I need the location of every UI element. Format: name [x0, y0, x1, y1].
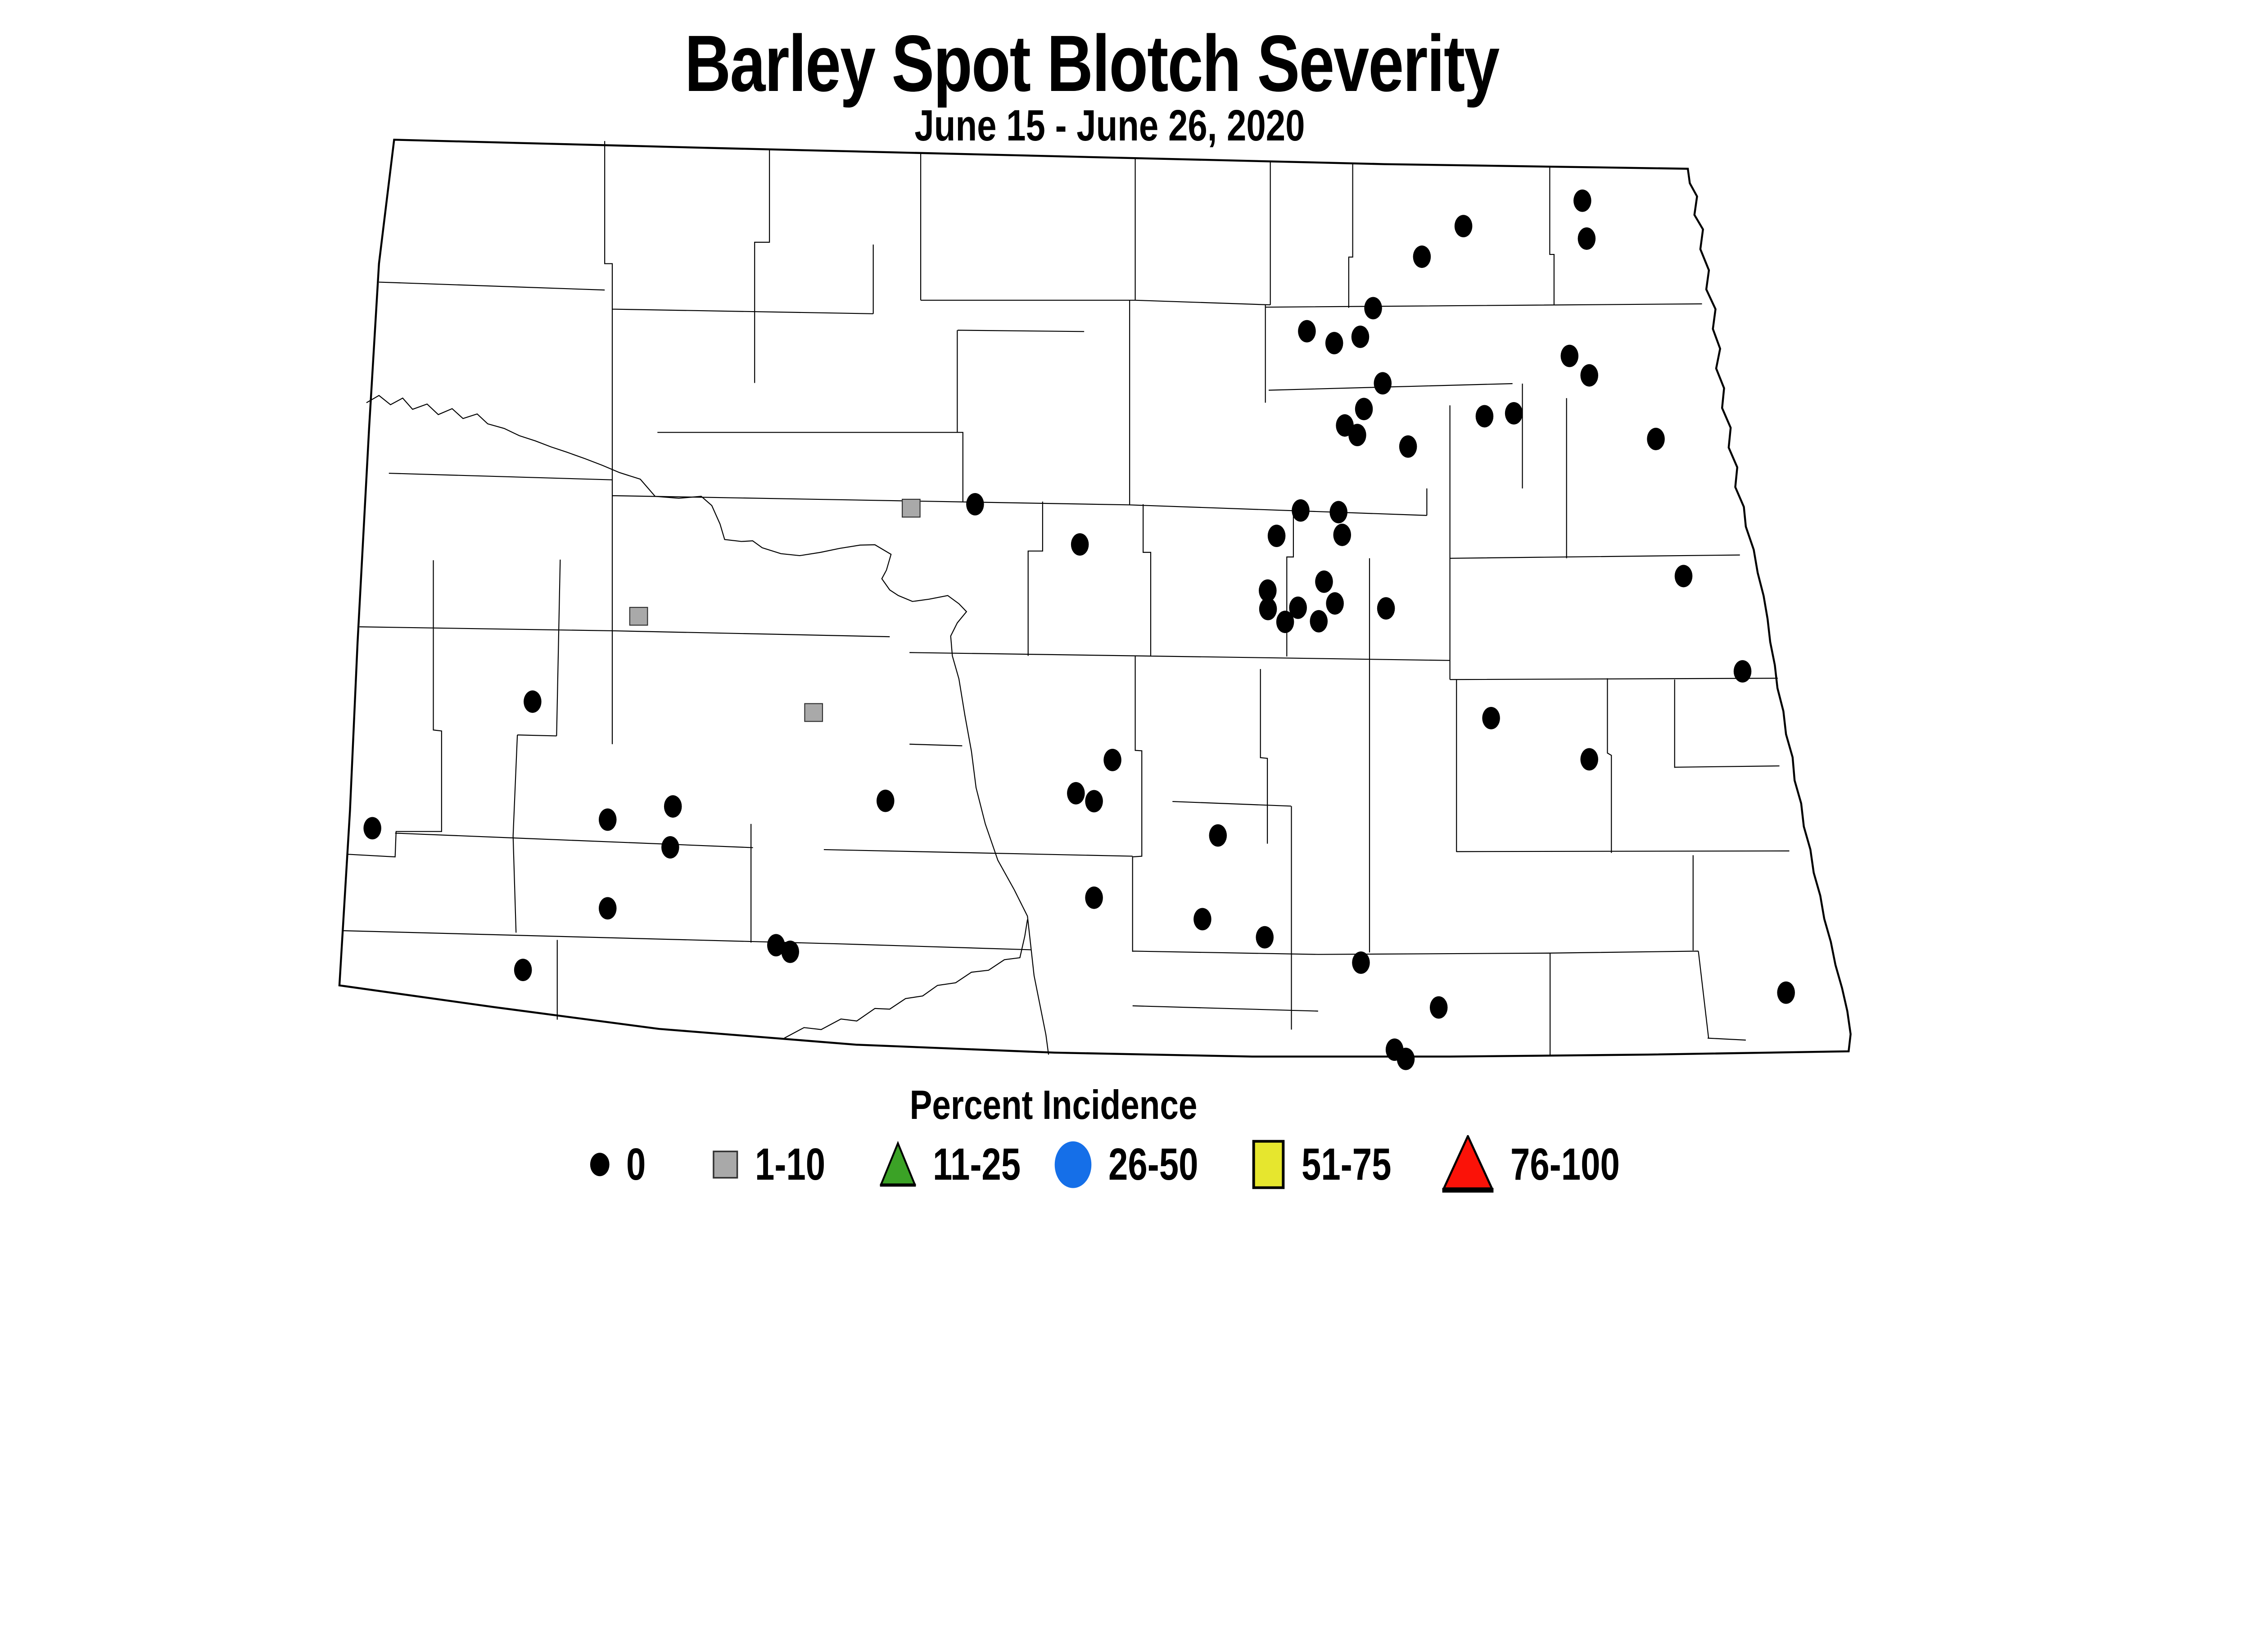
legend-label: 76-100	[1510, 1139, 1620, 1190]
legend-item-26-50: 26-50	[1054, 1132, 1224, 1197]
nd-county-map	[338, 139, 1852, 1070]
blue-circle-icon	[1054, 1141, 1092, 1189]
gray-square-icon	[712, 1150, 739, 1179]
legend-item-1-10: 1-10	[712, 1132, 845, 1197]
legend-title: Percent Incidence	[909, 1082, 1198, 1128]
legend-label: 26-50	[1108, 1139, 1198, 1190]
legend-item-0: 0	[589, 1132, 651, 1197]
cannonball-river	[784, 919, 1028, 1039]
legend-item-11-25: 11-25	[879, 1132, 1045, 1197]
black-dot-icon	[589, 1152, 610, 1177]
state-outline	[338, 139, 1852, 1058]
legend-label: 11-25	[933, 1139, 1021, 1190]
county-boundaries	[343, 141, 1790, 1056]
legend-item-76-100: 76-100	[1442, 1132, 1650, 1197]
missouri-river	[366, 395, 1049, 1055]
red-triangle-icon	[1442, 1134, 1494, 1194]
legend-label: 0	[626, 1139, 646, 1190]
incidence-markers	[363, 189, 1795, 1070]
yellow-square-icon	[1252, 1140, 1285, 1190]
page-title: Barley Spot Blotch Severity	[684, 18, 1500, 108]
date-range-subtitle: June 15 - June 26, 2020	[914, 100, 1305, 150]
legend-label: 1-10	[755, 1139, 825, 1190]
legend-label: 51-75	[1302, 1139, 1392, 1190]
map-figure: Barley Spot Blotch Severity June 15 - Ju…	[338, 18, 1852, 1197]
legend-item-51-75: 51-75	[1252, 1132, 1417, 1197]
green-triangle-icon	[879, 1141, 917, 1188]
